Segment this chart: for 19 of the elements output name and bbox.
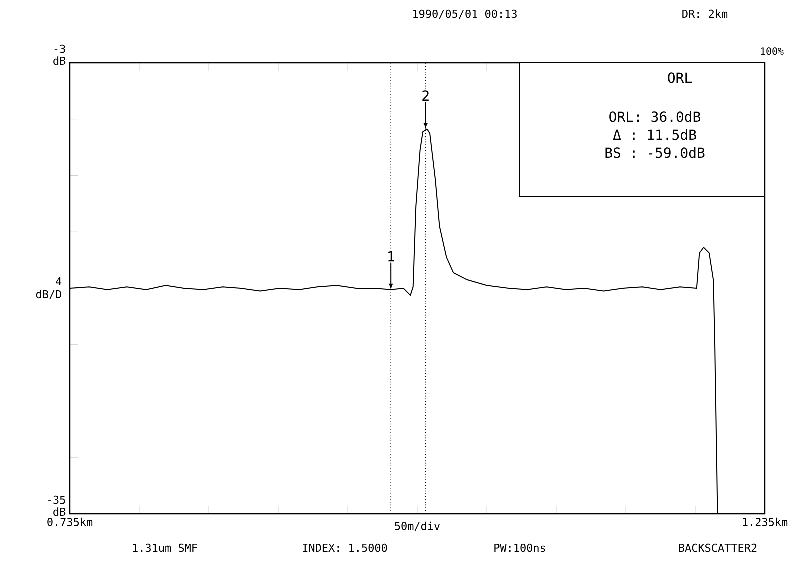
text: PW:100ns bbox=[494, 544, 546, 552]
x-tick-label: 1.235km bbox=[743, 518, 788, 526]
chart-subtitle: DR: 2km bbox=[682, 10, 728, 18]
x-tick-label: 0.735km bbox=[48, 518, 93, 526]
annotation: 2 bbox=[422, 90, 429, 101]
text: 100% bbox=[761, 48, 784, 56]
y-tick-label: -35 dB bbox=[48, 496, 66, 516]
chart-title: 1990/05/01 00:13 bbox=[414, 10, 517, 20]
x-axis-title: 50m/div bbox=[395, 522, 440, 532]
text: 1.31um SMF bbox=[133, 544, 198, 552]
annotation: ORL: 36.0dB bbox=[610, 111, 701, 122]
text: INDEX: 1.5000 bbox=[303, 544, 388, 552]
annotation: 1 bbox=[388, 251, 394, 262]
annotation: ORL bbox=[668, 72, 692, 84]
y-axis-title: 4 dB/D bbox=[36, 278, 62, 300]
annotation: BS : -59.0dB bbox=[606, 147, 705, 158]
annotation: Δ : 11.5dB bbox=[613, 129, 696, 140]
text: BACKSCATTER2 bbox=[679, 544, 757, 552]
y-tick-label: -3 dB bbox=[54, 44, 66, 66]
